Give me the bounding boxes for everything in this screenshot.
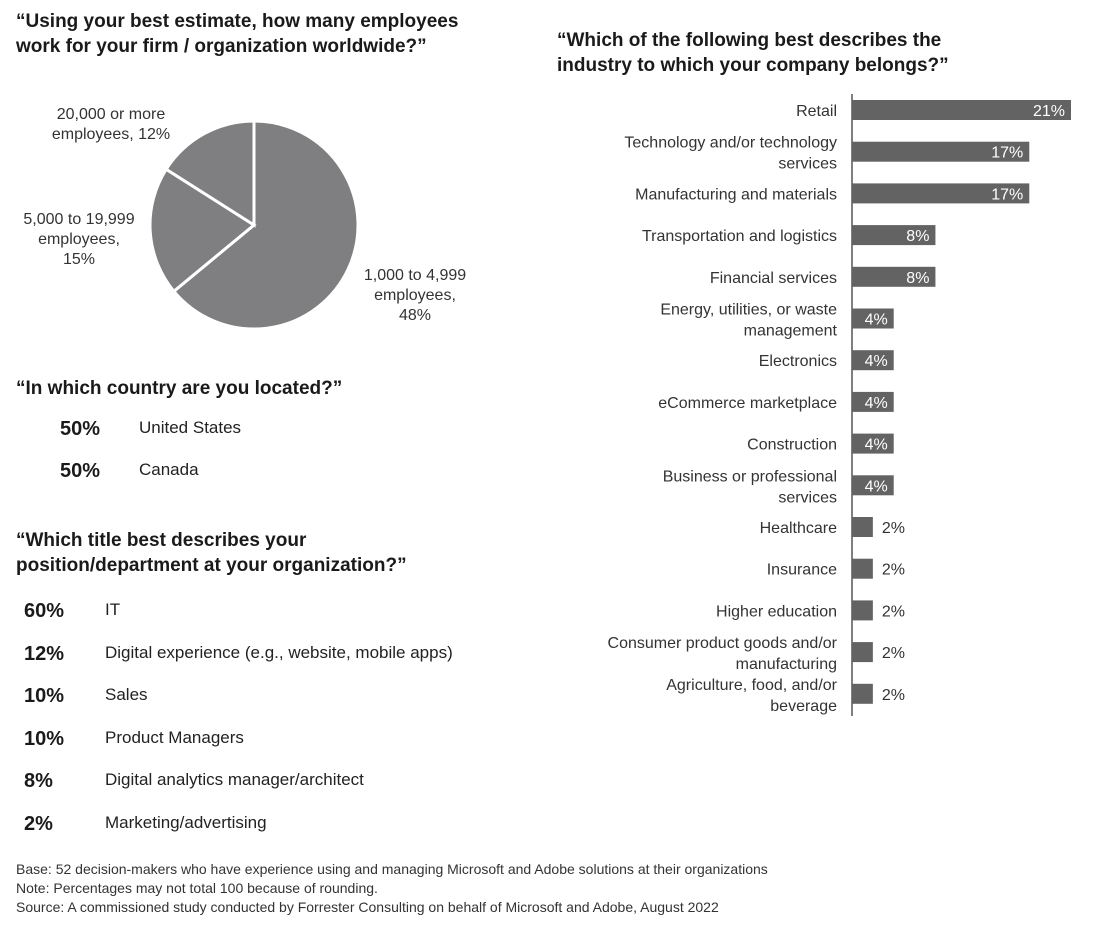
employees-pie-chart	[148, 119, 360, 331]
bar-value-label: 4%	[865, 312, 888, 329]
bar-value-label: 4%	[865, 353, 888, 370]
bar-mark	[852, 100, 1071, 120]
bar-value-label: 4%	[865, 437, 888, 454]
bar-mark	[852, 141, 1030, 162]
bar-category-label: Insurance	[767, 562, 837, 579]
footer-source: Source: A commissioned study conducted b…	[16, 899, 719, 915]
bar-value-label: 2%	[882, 645, 905, 662]
bar-category-label: Agriculture, food, and/or beverage	[666, 677, 837, 715]
footer-note: Note: Percentages may not total 100 beca…	[16, 880, 378, 896]
country-pct: 50%	[60, 418, 101, 440]
country-question: “In which country are you located?”	[16, 378, 343, 399]
pie-slice-5000-19999	[148, 167, 257, 294]
bar-category-label: Healthcare	[760, 520, 837, 537]
title-pct: 8%	[24, 770, 53, 792]
bar-value-label: 8%	[906, 270, 929, 287]
bar-value-label: 2%	[882, 562, 905, 579]
bar-mark	[852, 391, 894, 412]
title-label: Digital analytics manager/architect	[105, 770, 364, 789]
title-pct: 60%	[24, 600, 65, 622]
bar-mark	[852, 225, 936, 246]
title-pct: 12%	[24, 643, 65, 665]
bar-mark	[852, 433, 894, 454]
country-label: United States	[139, 418, 242, 437]
bar-category-label: Retail	[796, 103, 837, 120]
country-label: Canada	[139, 460, 199, 479]
title-pct: 10%	[24, 728, 65, 750]
bar-category-label: Technology and/or technology services	[624, 135, 837, 173]
bar-value-label: 17%	[991, 186, 1023, 203]
title-pct: 2%	[24, 813, 53, 835]
employees-question: “Using your best estimate, how many empl…	[16, 11, 459, 57]
industry-question: “Which of the following best describes t…	[557, 30, 949, 76]
bar-mark	[852, 683, 873, 704]
title-row: 12% Digital experience (e.g., website, m…	[24, 643, 524, 669]
title-row: 60% IT	[24, 600, 524, 626]
pie-label-mid: 5,000 to 19,999 employees, 15%	[23, 211, 135, 268]
pie-slice-1000-4999	[171, 119, 360, 331]
bar-mark	[852, 517, 873, 537]
bar-value-label: 2%	[882, 687, 905, 704]
bar-category-label: Construction	[747, 437, 837, 454]
title-label: Product Managers	[105, 728, 244, 747]
bar-mark	[852, 266, 936, 287]
title-label: IT	[105, 600, 121, 619]
title-label: Sales	[105, 685, 148, 704]
bar-category-label: Electronics	[759, 353, 837, 370]
title-row: 10% Product Managers	[24, 728, 524, 754]
bar-mark	[852, 600, 873, 621]
title-row: 2% Marketing/advertising	[24, 813, 524, 839]
bar-mark	[852, 308, 894, 329]
country-pct: 50%	[60, 460, 101, 482]
pie-label-small: 20,000 or more employees, 12%	[51, 106, 171, 143]
footer-base: Base: 52 decision-makers who have experi…	[16, 861, 768, 877]
bar-value-label: 17%	[991, 145, 1023, 162]
footer-notes: Base: 52 decision-makers who have experi…	[16, 860, 768, 917]
bar-category-label: eCommerce marketplace	[658, 395, 837, 412]
industry-bar-chart: 21% Retail 17% Technology and/or technology…	[608, 94, 1071, 716]
country-row-canada: 50% Canada	[60, 460, 360, 486]
title-label: Marketing/advertising	[105, 813, 267, 832]
bar-mark	[852, 558, 873, 579]
bar-category-label: Energy, utilities, or waste management	[660, 302, 837, 340]
pie-slice-20000-plus	[164, 119, 256, 228]
bar-mark	[852, 183, 1030, 204]
bar-value-label: 8%	[906, 228, 929, 245]
title-row: 10% Sales	[24, 685, 524, 711]
bar-category-label: Higher education	[716, 603, 837, 620]
bar-value-label: 4%	[865, 395, 888, 412]
bar-category-label: Manufacturing and materials	[635, 186, 837, 203]
bar-value-label: 2%	[882, 603, 905, 620]
title-label: Digital experience (e.g., website, mobil…	[105, 643, 453, 662]
bar-value-label: 4%	[865, 478, 888, 495]
bar-category-label: Financial services	[710, 270, 837, 287]
bar-value-label: 2%	[882, 520, 905, 537]
bar-category-label: Consumer product goods and/or manufacturi…	[608, 635, 838, 673]
country-row-us: 50% United States	[60, 418, 360, 444]
bar-mark	[852, 350, 894, 371]
title-question: “Which title best describes your positio…	[16, 530, 407, 576]
bar-value-label: 21%	[1033, 103, 1065, 120]
bar-category-label: Transportation and logistics	[642, 228, 837, 245]
bar-mark	[852, 642, 873, 663]
bar-mark	[852, 475, 894, 496]
bar-category-label: Business or professional services	[663, 468, 837, 506]
pie-label-large: 1,000 to 4,999 employees, 48%	[363, 267, 467, 324]
title-pct: 10%	[24, 685, 65, 707]
title-row: 8% Digital analytics manager/architect	[24, 770, 524, 796]
